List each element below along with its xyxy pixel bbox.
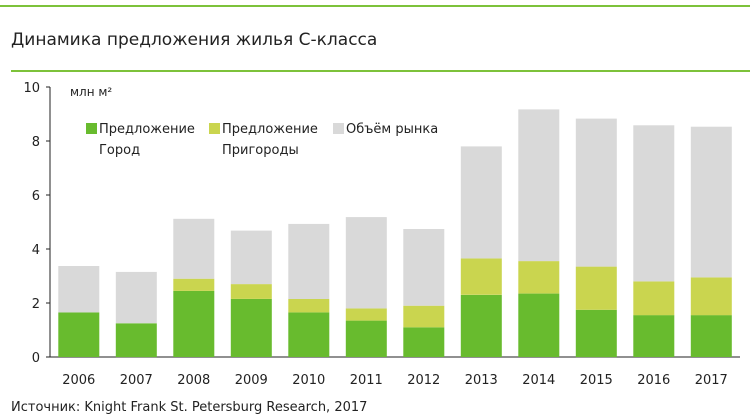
y-ticks-group: 0 2 4 6 8 10 [23,81,50,366]
bar-2011-series-2 [345,308,387,321]
x-tick-label-2016: 2016 [637,373,670,388]
y-tick-label-2: 2 [32,297,40,312]
page-title: Динамика предложения жилья С-класса [11,30,378,50]
bar-2007-series-1 [115,323,157,358]
bar-2016-series-3 [633,125,675,282]
y-tick-label-6: 6 [32,189,40,204]
x-tick-label-2012: 2012 [407,373,440,388]
bar-2010-series-3 [288,223,330,299]
x-tick-label-2011: 2011 [350,373,383,388]
bar-2012-series-1 [403,327,445,357]
bar-2015-series-3 [575,118,617,267]
bar-2008-series-1 [173,290,215,357]
legend-label-1-line-1: Предложение [99,122,195,137]
x-ticks-group: 2006 2007 2008 2009 2010 2011 2012 2013 2014 2015… [62,373,728,388]
legend-label-2-line-1: Предложение [222,122,318,137]
x-tick-label-2017: 2017 [695,373,728,388]
bar-2014-series-3 [518,109,560,262]
bar-2009-series-2 [230,284,272,299]
y-unit-label: млн м² [70,85,112,99]
bar-2013-series-3 [460,146,502,259]
title-divider-rule [11,70,750,72]
bar-2015-series-1 [575,309,617,358]
x-tick-label-2008: 2008 [177,373,210,388]
top-accent-rule [0,5,750,7]
bar-2008-series-3 [173,218,215,279]
x-tick-label-2013: 2013 [465,373,498,388]
bar-2006-series-3 [58,266,100,313]
y-tick-label-8: 8 [32,135,40,150]
bar-2017-series-2 [690,277,732,316]
bar-2015-series-2 [575,266,617,310]
bar-2010-series-1 [288,312,330,357]
bar-2014-series-1 [518,293,560,357]
y-tick-label-0: 0 [32,351,40,366]
x-tick-label-2009: 2009 [235,373,268,388]
bar-2016-series-1 [633,315,675,357]
legend-label-2-line-2: Пригороды [222,143,299,158]
x-tick-label-2006: 2006 [62,373,95,388]
bar-2008-series-2 [173,278,215,291]
bar-2009-series-1 [230,298,272,357]
bar-2012-series-2 [403,305,445,328]
x-tick-label-2014: 2014 [522,373,555,388]
x-tick-label-2007: 2007 [120,373,153,388]
bar-2017-series-3 [690,126,732,278]
bar-2006-series-1 [58,312,100,357]
bar-2013-series-1 [460,294,502,357]
bar-2012-series-3 [403,229,445,306]
legend-swatch-3 [333,123,344,134]
legend-label-3-line-1: Объём рынка [346,122,438,137]
bar-2009-series-3 [230,230,272,285]
bar-2014-series-2 [518,261,560,294]
legend: Предложение Город Предложение Пригороды Объё… [86,122,438,158]
x-tick-label-2015: 2015 [580,373,613,388]
source-note: Источник: Knight Frank St. Petersburg Re… [11,400,368,415]
bar-2010-series-2 [288,298,330,313]
legend-swatch-1 [86,123,97,134]
bar-2017-series-1 [690,315,732,357]
legend-swatch-2 [209,123,220,134]
y-tick-label-4: 4 [32,243,40,258]
bars-group [58,109,732,358]
bar-2011-series-1 [345,320,387,357]
bar-2007-series-3 [115,271,157,324]
legend-label-1-line-2: Город [99,143,140,158]
bar-2013-series-2 [460,258,502,295]
y-tick-label-10: 10 [23,81,40,96]
bar-2011-series-3 [345,217,387,309]
x-tick-label-2010: 2010 [292,373,325,388]
bar-2016-series-2 [633,281,675,316]
